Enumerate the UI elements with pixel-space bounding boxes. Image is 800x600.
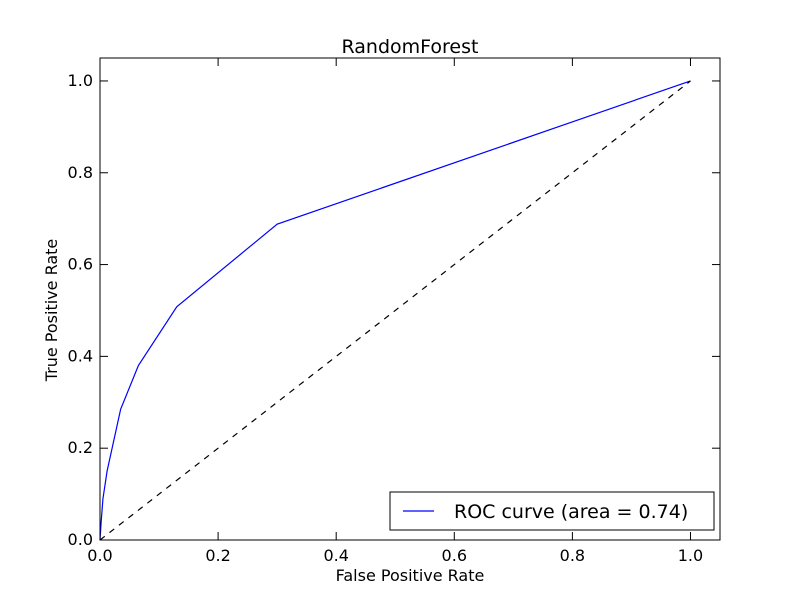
x-tick-label: 0.2 — [205, 546, 230, 565]
legend: ROC curve (area = 0.74) — [389, 491, 715, 531]
chart-title: RandomForest — [342, 36, 479, 58]
roc-curve-line — [99, 80, 691, 541]
x-tick-label: 1.0 — [678, 546, 703, 565]
x-tick-label: 0.4 — [323, 546, 348, 565]
plot-area — [99, 57, 721, 541]
x-tick-label: 0.8 — [560, 546, 585, 565]
axis-labels: RandomForest False Positive Rate True Po… — [42, 36, 484, 585]
x-axis-label: False Positive Rate — [336, 566, 485, 585]
x-tick-label: 0.6 — [442, 546, 467, 565]
y-tick-label: 0.0 — [68, 530, 93, 549]
y-tick-label: 1.0 — [68, 71, 93, 90]
chance-diagonal-line — [99, 80, 691, 541]
axis-ticks: 0.0 0.2 0.4 0.6 0.8 1.0 0.0 0.2 0.4 0.6 0.8 1.0 — [68, 58, 720, 565]
y-tick-label: 0.8 — [68, 163, 93, 182]
y-axis-label: True Positive Rate — [42, 239, 61, 383]
plot-frame — [99, 57, 721, 541]
y-tick-label: 0.2 — [68, 438, 93, 457]
y-tick-label: 0.4 — [68, 346, 93, 365]
legend-label: ROC curve (area = 0.74) — [454, 501, 688, 523]
x-tick-label: 0.0 — [87, 546, 112, 565]
y-tick-label: 0.6 — [68, 255, 93, 274]
legend-box — [389, 491, 715, 531]
